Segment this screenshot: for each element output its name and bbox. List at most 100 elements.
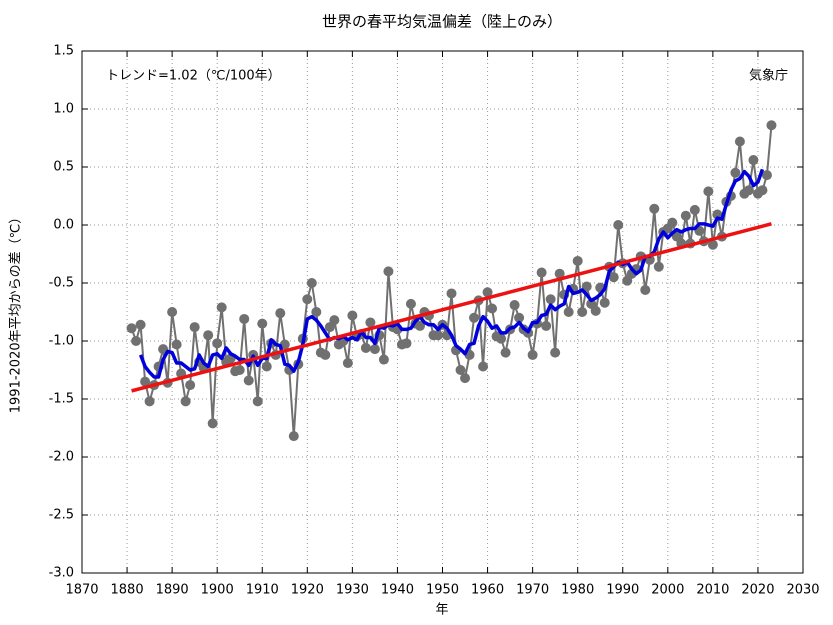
data-point [649, 203, 660, 214]
data-point [577, 307, 588, 317]
data-point [311, 307, 322, 317]
data-point [550, 347, 561, 358]
data-point [167, 307, 178, 317]
x-tick-label: 2010 [696, 583, 729, 598]
x-tick-label: 1930 [336, 583, 369, 598]
y-tick-label: -1.0 [49, 334, 74, 349]
y-tick-label: -1.5 [49, 392, 74, 407]
data-point [563, 307, 574, 317]
data-point [743, 185, 754, 196]
trend-annotation: トレンド=1.02（℃/100年） [106, 69, 281, 84]
data-point [405, 298, 416, 309]
data-point [509, 300, 520, 311]
data-point [369, 344, 380, 355]
x-tick-label: 1880 [111, 583, 144, 598]
data-point [761, 170, 772, 181]
y-axis-label: 1991-2020年平均からの差（℃） [9, 211, 24, 413]
data-point [320, 349, 331, 360]
data-point [514, 312, 525, 323]
x-tick-label: 1980 [561, 583, 594, 598]
data-point [613, 220, 624, 230]
data-point [487, 303, 498, 314]
data-point [212, 338, 223, 349]
data-point [401, 338, 412, 349]
data-point [734, 136, 745, 147]
data-point [554, 268, 565, 279]
data-point [185, 380, 196, 391]
x-tick-label: 1960 [471, 583, 504, 598]
data-point [414, 320, 425, 331]
data-point [257, 318, 268, 329]
chart-title: 世界の春平均気温偏差（陸上のみ） [322, 13, 562, 31]
data-point [144, 396, 155, 407]
data-point [757, 185, 768, 196]
y-tick-label: 1.5 [53, 44, 74, 59]
data-point [288, 431, 299, 442]
data-point [496, 333, 507, 344]
y-tick-label: -3.0 [49, 566, 74, 581]
data-point [261, 361, 272, 372]
data-point [306, 278, 317, 288]
data-point [135, 319, 146, 330]
data-point [599, 297, 610, 308]
x-tick-label: 2030 [786, 583, 819, 598]
data-point [365, 317, 376, 328]
y-tick-label: 0.5 [53, 160, 74, 175]
data-point [689, 204, 700, 215]
data-point [572, 255, 583, 266]
y-tick-label: 1.0 [53, 102, 74, 117]
data-point [383, 266, 394, 277]
data-point [608, 272, 619, 283]
data-point [207, 418, 218, 429]
data-point [541, 320, 552, 331]
data-point [680, 210, 691, 221]
data-point [360, 342, 371, 353]
x-tick-label: 1950 [426, 583, 459, 598]
data-point [482, 287, 493, 298]
data-point [180, 396, 191, 407]
x-tick-label: 1910 [246, 583, 279, 598]
data-point [432, 330, 443, 341]
data-point [527, 349, 538, 360]
x-tick-label: 1870 [65, 583, 98, 598]
data-point [126, 323, 137, 334]
data-point [140, 376, 151, 387]
x-tick-label: 1970 [516, 583, 549, 598]
data-point [536, 267, 547, 278]
x-tick-label: 1900 [201, 583, 234, 598]
data-point [478, 361, 489, 372]
data-point [653, 261, 664, 272]
data-point [131, 336, 142, 346]
series-line [138, 168, 765, 379]
x-tick-label: 2000 [651, 583, 684, 598]
data-point [707, 239, 718, 250]
x-tick-label: 1940 [381, 583, 414, 598]
data-point [234, 365, 245, 375]
x-tick-label: 1890 [156, 583, 189, 598]
x-tick-label: 2020 [741, 583, 774, 598]
data-point [378, 354, 389, 365]
y-tick-label: -2.5 [49, 508, 74, 523]
data-point [347, 310, 358, 321]
data-point [730, 167, 741, 178]
data-point [640, 284, 651, 295]
data-point [446, 288, 457, 299]
data-point [545, 294, 556, 305]
plot-frame [81, 50, 804, 574]
data-point [252, 396, 263, 407]
data-point [748, 155, 759, 166]
data-point [469, 312, 480, 323]
data-point [500, 347, 511, 358]
source-annotation: 気象庁 [749, 68, 788, 84]
data-point [171, 339, 182, 350]
x-tick-label: 1920 [291, 583, 324, 598]
x-axis-label: 年 [435, 603, 448, 618]
data-point [342, 358, 353, 369]
data-point [455, 365, 466, 375]
data-point [203, 330, 214, 341]
trend-line [131, 222, 772, 393]
data-point [189, 322, 200, 333]
data-point [460, 373, 471, 384]
